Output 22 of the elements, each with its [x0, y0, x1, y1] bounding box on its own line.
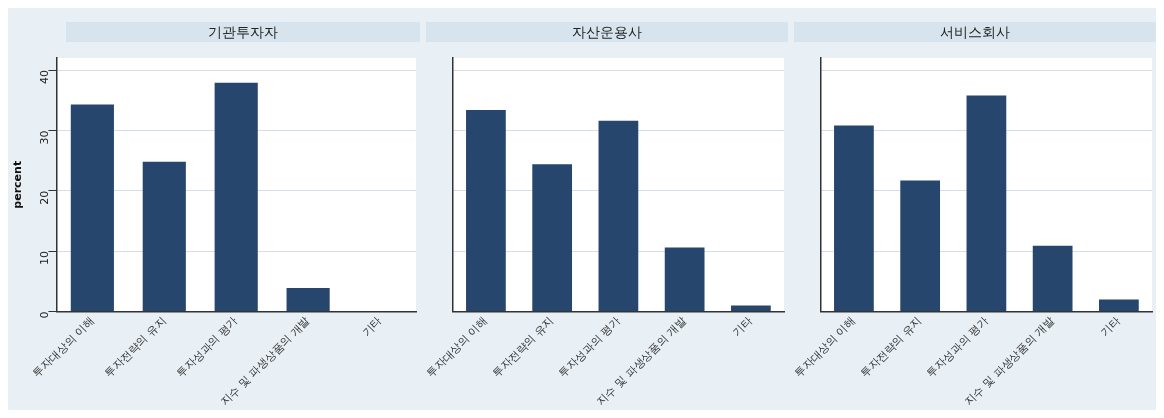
- bar: [1032, 245, 1073, 311]
- y-tick-label: 40: [38, 70, 52, 85]
- x-tick-label: 기타: [359, 314, 385, 339]
- bar: [466, 109, 506, 311]
- bar: [664, 247, 705, 311]
- y-tick-label: 20: [38, 190, 52, 205]
- x-tick-label: 기타: [1098, 314, 1124, 339]
- y-tick-label: 30: [38, 130, 52, 145]
- bar: [598, 120, 639, 311]
- y-axis-title: percent: [11, 160, 25, 209]
- bar: [731, 305, 771, 311]
- y-tick-label: 10: [38, 251, 52, 266]
- bar: [900, 180, 941, 311]
- bar: [1099, 299, 1139, 311]
- y-tick-label: 0: [38, 311, 52, 319]
- chart-title: 자산운용사: [426, 22, 788, 42]
- x-tick-label: 기타: [730, 314, 756, 339]
- bar: [966, 95, 1007, 311]
- chart-title: 기관투자자: [66, 22, 420, 42]
- chart-title: 서비스회사: [794, 22, 1156, 42]
- bar: [532, 164, 573, 311]
- bar: [834, 125, 874, 311]
